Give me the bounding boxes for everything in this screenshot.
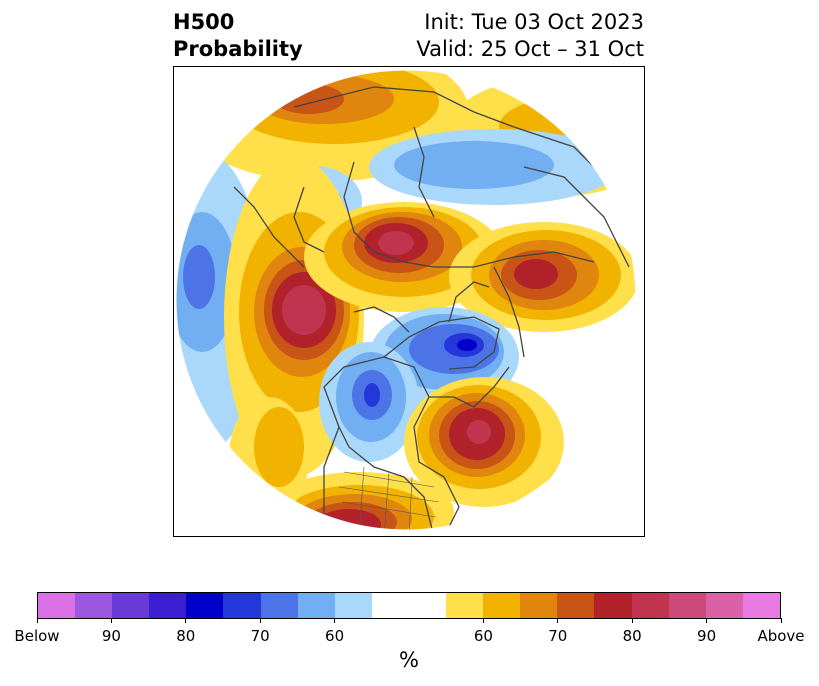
colorbar-swatch [742, 593, 780, 618]
map-svg [175, 69, 637, 531]
colorbar-tick-label: 60 [325, 627, 345, 645]
colorbar-swatch [297, 593, 335, 618]
colorbar-tick-label: 70 [548, 627, 568, 645]
colorbar-swatch [149, 593, 187, 618]
probability-map [173, 66, 645, 537]
colorbar [37, 592, 781, 619]
colorbar-unit-label: % [399, 648, 419, 672]
colorbar-tick-mark [557, 618, 559, 623]
colorbar-swatch [408, 593, 447, 618]
coastlines [233, 86, 630, 530]
colorbar-swatch [705, 593, 743, 618]
below-region-asia [369, 129, 619, 205]
colorbar-swatch [520, 593, 558, 618]
colorbar-tick-mark [631, 618, 633, 623]
us-state-borders [338, 466, 440, 530]
colorbar-swatch [112, 593, 150, 618]
colorbar-tick-label: Below [14, 627, 60, 645]
colorbar-swatch [260, 593, 298, 618]
below-region-western-canada [319, 342, 419, 462]
colorbar-swatch [594, 593, 632, 618]
colorbar-swatch [371, 593, 409, 618]
above-region-southwest-us [264, 472, 454, 530]
colorbar-tick-mark [36, 618, 38, 623]
colorbar-swatch [668, 593, 706, 618]
colorbar-tick-label: 70 [250, 627, 270, 645]
colorbar-tick-mark [482, 618, 484, 623]
colorbar-tick-mark [185, 618, 187, 623]
colorbar-tick-label: Above [757, 627, 805, 645]
colorbar-swatch [38, 593, 76, 618]
colorbar-tick-label: 90 [101, 627, 121, 645]
above-region-pacific-west [229, 397, 309, 517]
above-region-russia [449, 222, 636, 332]
above-region-eastern-canada [404, 377, 564, 507]
plot-title-left: H500 Probability [173, 9, 303, 63]
colorbar-tick-label: 90 [697, 627, 717, 645]
plot-title-right: Init: Tue 03 Oct 2023 Valid: 25 Oct – 31… [416, 9, 644, 63]
colorbar-swatch [446, 593, 484, 618]
valid-dates: Valid: 25 Oct – 31 Oct [416, 37, 644, 61]
colorbar-tick-mark [706, 618, 708, 623]
colorbar-tick-mark [259, 618, 261, 623]
colorbar-tick-mark [334, 618, 336, 623]
colorbar-tick-label: 80 [176, 627, 196, 645]
colorbar-swatch [631, 593, 669, 618]
colorbar-tick-label: 80 [622, 627, 642, 645]
hemisphere-edge [175, 69, 637, 531]
colorbar-swatch [334, 593, 372, 618]
colorbar-tick-mark [110, 618, 112, 623]
colorbar-swatch [483, 593, 521, 618]
colorbar-swatch [75, 593, 113, 618]
colorbar-swatch [223, 593, 261, 618]
colorbar-tick-label: 60 [473, 627, 493, 645]
title-variable: H500 [173, 10, 235, 34]
colorbar-swatch [186, 593, 224, 618]
init-date: Init: Tue 03 Oct 2023 [424, 10, 644, 34]
colorbar-tick-mark [780, 618, 782, 623]
colorbar-swatch [557, 593, 595, 618]
title-type: Probability [173, 37, 303, 61]
